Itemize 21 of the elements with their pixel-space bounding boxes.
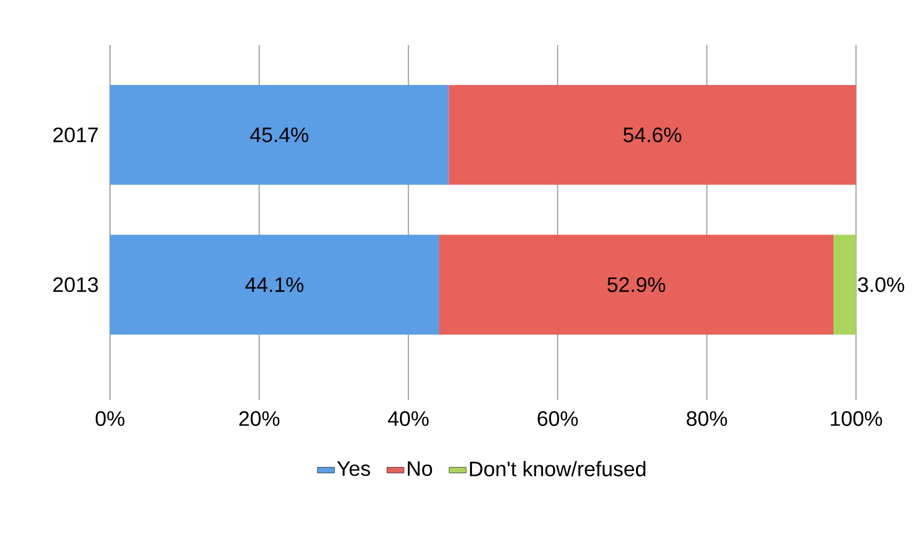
legend-label: Yes <box>337 461 370 476</box>
data-label: 3.0% <box>858 277 904 292</box>
data-label: 45.4% <box>250 128 308 142</box>
y-tick-label: 2017 <box>53 127 98 142</box>
x-tick-label: 20% <box>239 411 280 426</box>
data-label: 44.1% <box>245 277 304 292</box>
x-tick-label: 80% <box>686 411 727 426</box>
legend-label: Don't know/refused <box>470 460 646 476</box>
bar <box>110 84 449 185</box>
y-tick-label: 2013 <box>53 277 98 292</box>
x-tick-label: 40% <box>388 411 429 426</box>
bar <box>438 234 834 335</box>
legend-label: No <box>408 461 432 476</box>
bar <box>448 84 856 185</box>
bar <box>834 234 856 335</box>
data-label: 54.6% <box>624 127 682 142</box>
bar <box>110 234 439 335</box>
x-tick-label: 60% <box>538 411 578 426</box>
data-label: 52.9% <box>607 277 666 292</box>
x-tick-label: 0% <box>96 411 124 426</box>
x-tick-label: 100% <box>830 411 882 426</box>
